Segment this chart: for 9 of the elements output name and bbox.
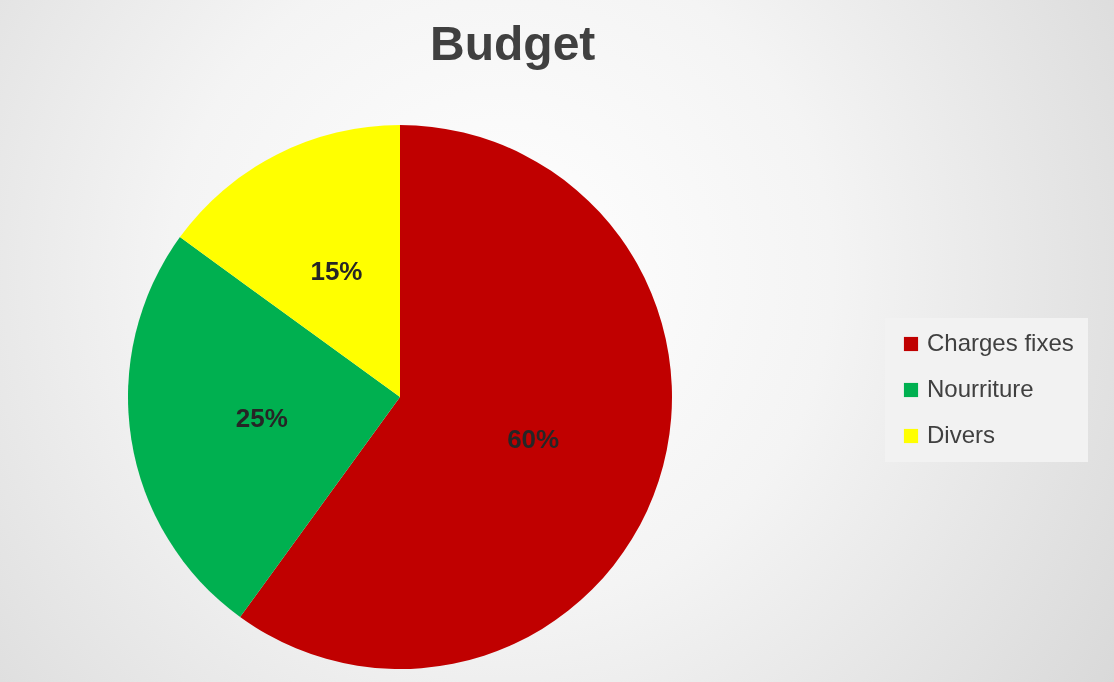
data-label: 15% [310,256,363,287]
pie-slice [179,125,400,397]
legend-label: Nourriture [927,375,1034,402]
legend-label: Charges fixes [927,329,1074,356]
pie-slice [128,237,400,618]
chart-title: Budget [430,17,596,70]
data-label: 25% [235,402,288,433]
legend-label: Divers [927,421,996,448]
data-label: 60% [507,424,560,455]
